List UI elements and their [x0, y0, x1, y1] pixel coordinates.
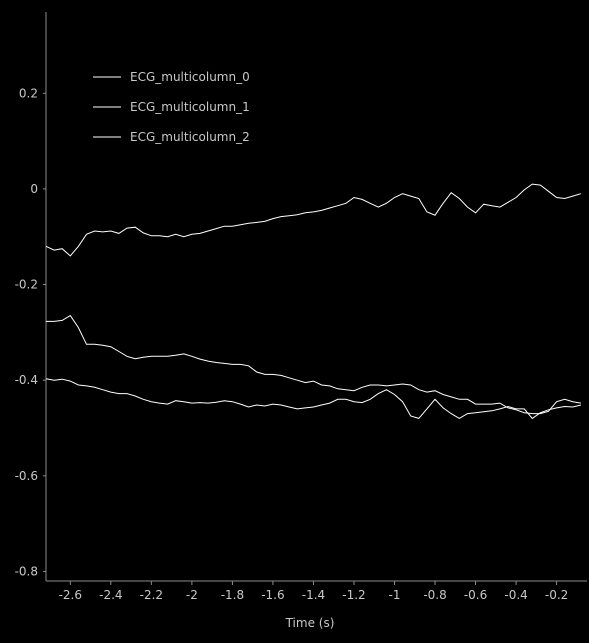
x-axis-ticks: -2.6 -2.4 -2.2 -2 -1.8 -1.6 -1.4 -1.2 -1 -0.8 -0.6… [59, 581, 568, 602]
y-axis-ticks: 0.2 0 -0.2 -0.4 -0.6 -0.8 [15, 86, 46, 578]
y-tick-label: -0.6 [15, 469, 38, 483]
legend-label-2: ECG_multicolumn_2 [130, 130, 250, 144]
x-tick-label: -2.2 [140, 588, 163, 602]
x-tick-label: -1 [389, 588, 401, 602]
y-tick-label: 0 [30, 182, 38, 196]
x-tick-label: -0.2 [545, 588, 568, 602]
legend-label-0: ECG_multicolumn_0 [130, 70, 250, 84]
x-tick-label: -0.6 [464, 588, 487, 602]
series-line-1 [46, 314, 581, 415]
series-line-0 [45, 183, 582, 257]
y-tick-label: -0.2 [15, 278, 38, 292]
x-tick-label: -0.4 [504, 588, 527, 602]
y-tick-label: -0.8 [15, 564, 38, 578]
legend: ECG_multicolumn_0 ECG_multicolumn_1 ECG_mu… [93, 70, 250, 144]
x-tick-label: -2.4 [99, 588, 122, 602]
x-tick-label: -1.6 [261, 588, 284, 602]
legend-label-1: ECG_multicolumn_1 [130, 100, 250, 114]
x-tick-label: -1.2 [342, 588, 365, 602]
x-tick-label: -1.4 [302, 588, 325, 602]
series-lines [45, 183, 582, 420]
y-tick-label: -0.4 [15, 373, 38, 387]
series-line-2 [45, 378, 582, 420]
x-axis-title: Time (s) [285, 616, 335, 630]
x-tick-label: -1.8 [221, 588, 244, 602]
x-tick-label: -2.6 [59, 588, 82, 602]
y-tick-label: 0.2 [19, 86, 38, 100]
x-tick-label: -2 [186, 588, 198, 602]
x-tick-label: -0.8 [423, 588, 446, 602]
